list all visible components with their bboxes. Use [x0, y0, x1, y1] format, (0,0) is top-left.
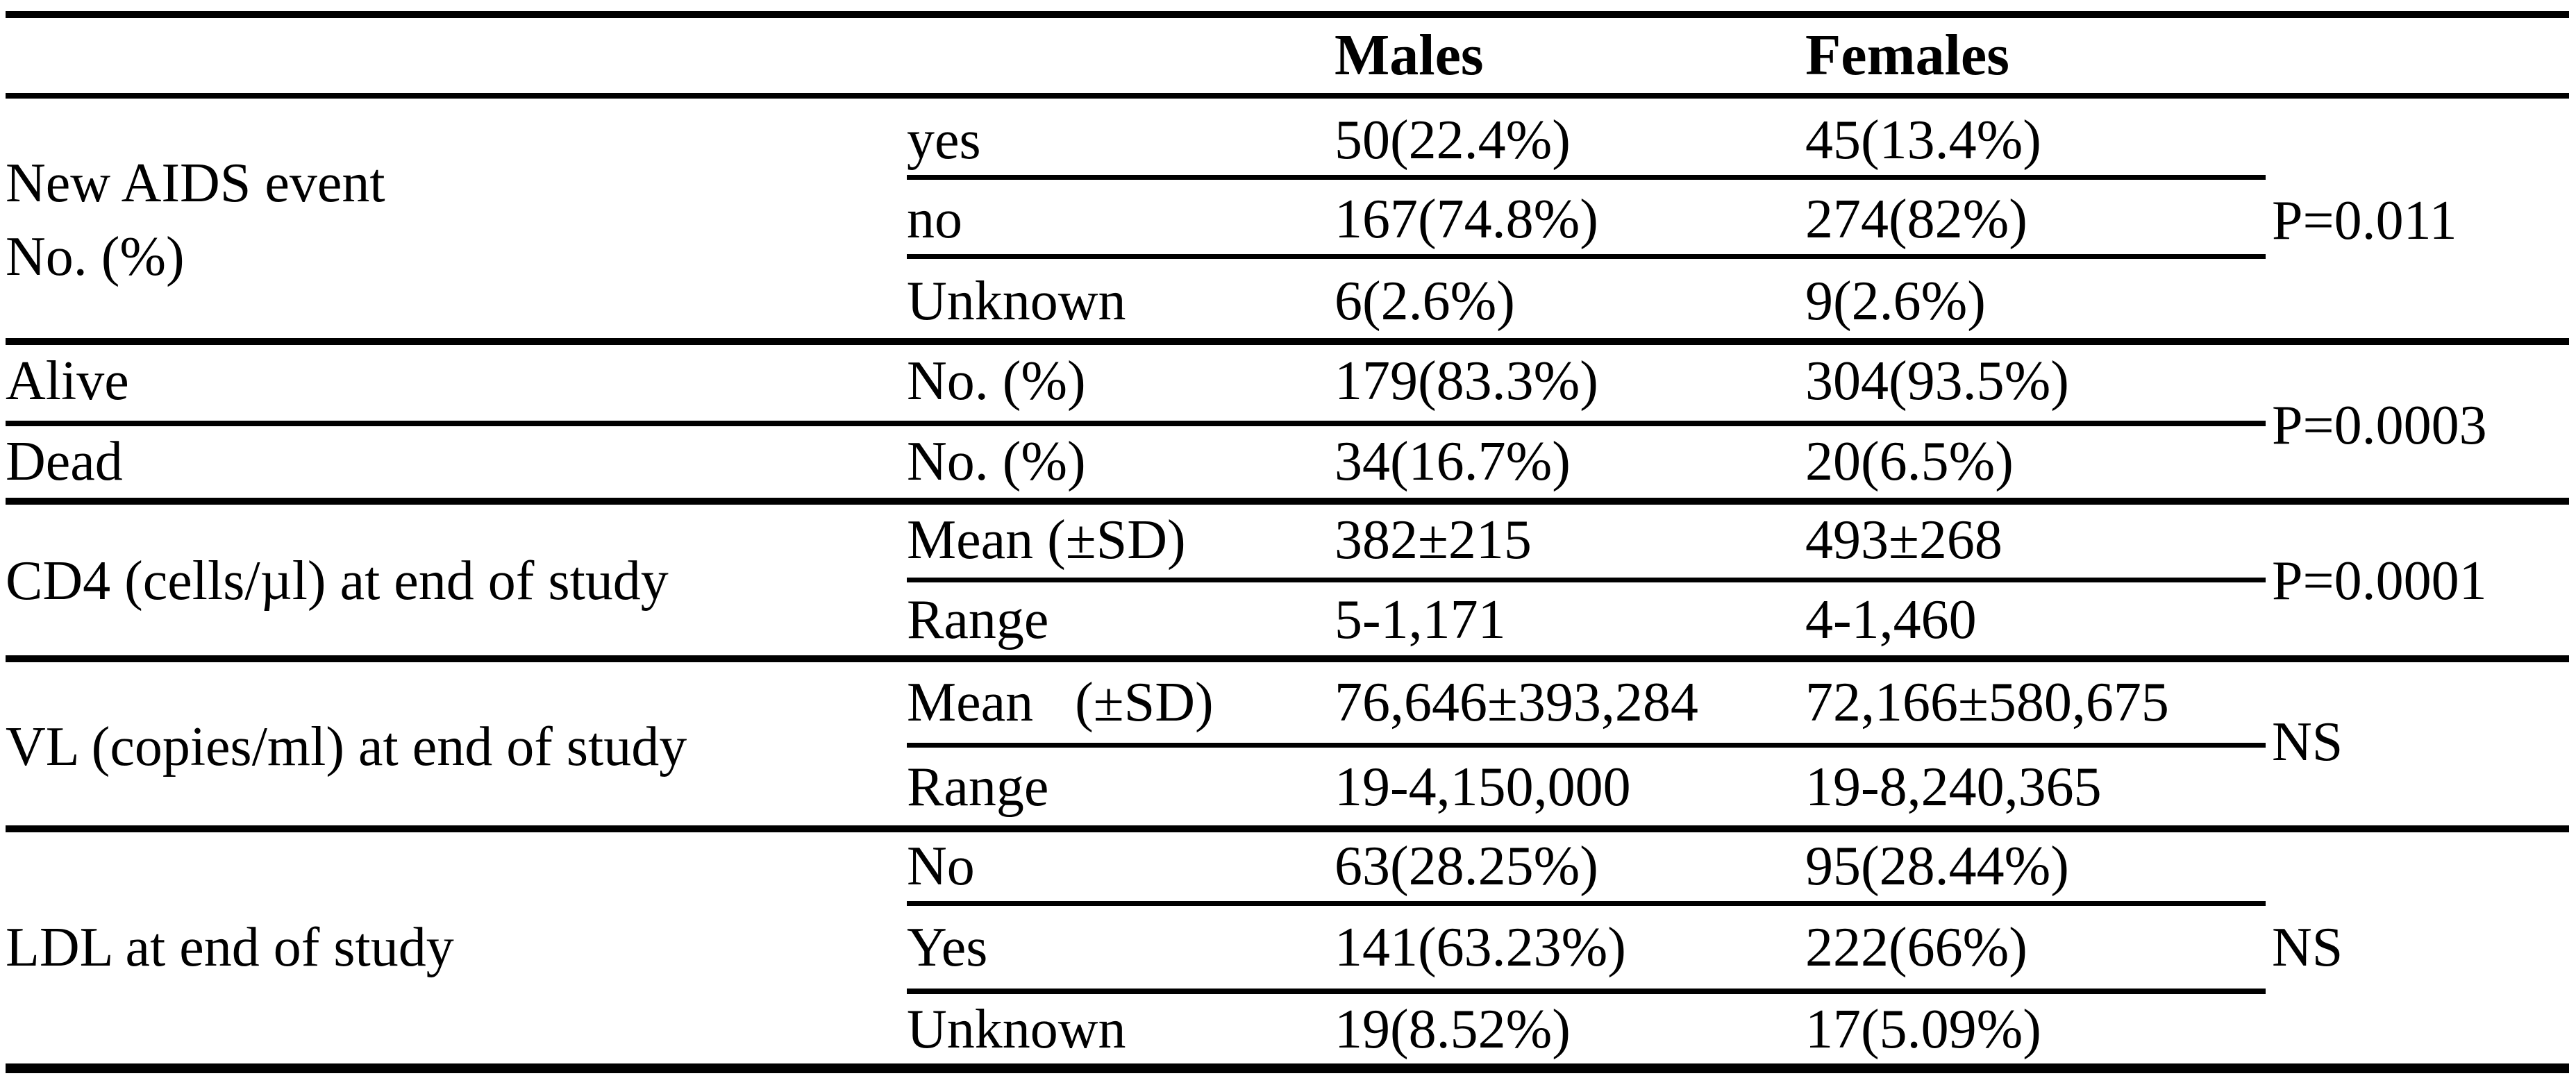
- rule-ldl-no-yes-separator: [907, 901, 2266, 906]
- cell-males-cd4-range: 5-1,171: [1335, 589, 1506, 650]
- cell-females-vl-range: 19-8,240,365: [1805, 757, 2102, 818]
- cell-males-vl-range: 19-4,150,000: [1335, 757, 1631, 818]
- subrow-label-ldl-unknown: Unknown: [907, 999, 1126, 1060]
- cell-males-dead: 34(16.7%): [1335, 431, 1571, 492]
- cell-males-vl-mean: 76,646±393,284: [1335, 672, 1698, 733]
- row-label-cd4: CD4 (cells/µl) at end of study: [6, 550, 669, 612]
- p-value-vl: NS: [2272, 712, 2343, 773]
- row-label-new-aids-event: New AIDS event No. (%): [6, 153, 385, 287]
- rule-top-border: [6, 11, 2569, 18]
- subrow-label-cd4-range: Range: [907, 589, 1049, 650]
- cell-females-cd4-range: 4-1,460: [1805, 589, 1977, 650]
- cell-females-alive: 304(93.5%): [1805, 351, 2069, 412]
- subrow-label-alive-no-pct: No. (%): [907, 351, 1086, 412]
- p-value-survival: P=0.0003: [2272, 395, 2487, 456]
- cell-females-aids-yes: 45(13.4%): [1805, 110, 2041, 171]
- cell-females-aids-unknown: 9(2.6%): [1805, 271, 1986, 332]
- row-label-vl: VL (copies/ml) at end of study: [6, 716, 687, 777]
- cell-males-cd4-mean: 382±215: [1335, 510, 1532, 571]
- col-header-males: Males: [1335, 23, 1484, 87]
- rule-section-vl-end: [6, 825, 2569, 832]
- p-value-ldl: NS: [2272, 917, 2343, 978]
- row-label-alive: Alive: [6, 351, 129, 412]
- cell-females-ldl-no: 95(28.44%): [1805, 836, 2069, 897]
- p-value-cd4: P=0.0001: [2272, 550, 2487, 612]
- cell-males-ldl-unknown: 19(8.52%): [1335, 999, 1571, 1060]
- subrow-label-unknown: Unknown: [907, 271, 1126, 332]
- rule-cd4-mean-range-separator: [907, 578, 2266, 582]
- cell-males-ldl-no: 63(28.25%): [1335, 836, 1598, 897]
- cell-males-aids-unknown: 6(2.6%): [1335, 271, 1515, 332]
- cell-males-aids-no: 167(74.8%): [1335, 189, 1598, 250]
- subrow-label-cd4-mean: Mean (±SD): [907, 510, 1186, 571]
- rule-vl-mean-range-separator: [907, 743, 2266, 748]
- cell-females-dead: 20(6.5%): [1805, 431, 2014, 492]
- subrow-label-no: no: [907, 189, 962, 250]
- cell-females-aids-no: 274(82%): [1805, 189, 2027, 250]
- rule-header-underline: [6, 93, 2569, 99]
- cell-females-ldl-yes: 222(66%): [1805, 917, 2027, 978]
- rule-no-unknown-separator: [907, 254, 2266, 259]
- rule-section-cd4-end: [6, 655, 2569, 662]
- cell-females-vl-mean: 72,166±580,675: [1805, 672, 2169, 733]
- cell-males-aids-yes: 50(22.4%): [1335, 110, 1571, 171]
- rule-ldl-yes-unknown-separator: [907, 989, 2266, 994]
- rule-yes-no-separator: [907, 175, 2266, 180]
- subrow-label-ldl-yes: Yes: [907, 917, 988, 978]
- subrow-label-yes: yes: [907, 110, 981, 171]
- cell-females-ldl-unknown: 17(5.09%): [1805, 999, 2041, 1060]
- col-header-females: Females: [1805, 23, 2009, 87]
- subrow-label-dead-no-pct: No. (%): [907, 431, 1086, 492]
- cell-males-ldl-yes: 141(63.23%): [1335, 917, 1626, 978]
- subrow-label-ldl-no: No: [907, 836, 975, 897]
- rule-section-aids-end: [6, 338, 2569, 345]
- p-value-new-aids-event: P=0.011: [2272, 190, 2457, 251]
- subrow-label-vl-range: Range: [907, 757, 1049, 818]
- row-label-dead: Dead: [6, 431, 123, 492]
- subrow-label-vl-mean: Mean (±SD): [907, 672, 1214, 733]
- cell-males-alive: 179(83.3%): [1335, 351, 1598, 412]
- rule-alive-dead-separator: [6, 421, 2266, 426]
- rule-section-dead-end: [6, 498, 2569, 505]
- rule-bottom-border: [6, 1063, 2569, 1073]
- cell-females-cd4-mean: 493±268: [1805, 510, 2002, 571]
- row-label-ldl: LDL at end of study: [6, 917, 454, 978]
